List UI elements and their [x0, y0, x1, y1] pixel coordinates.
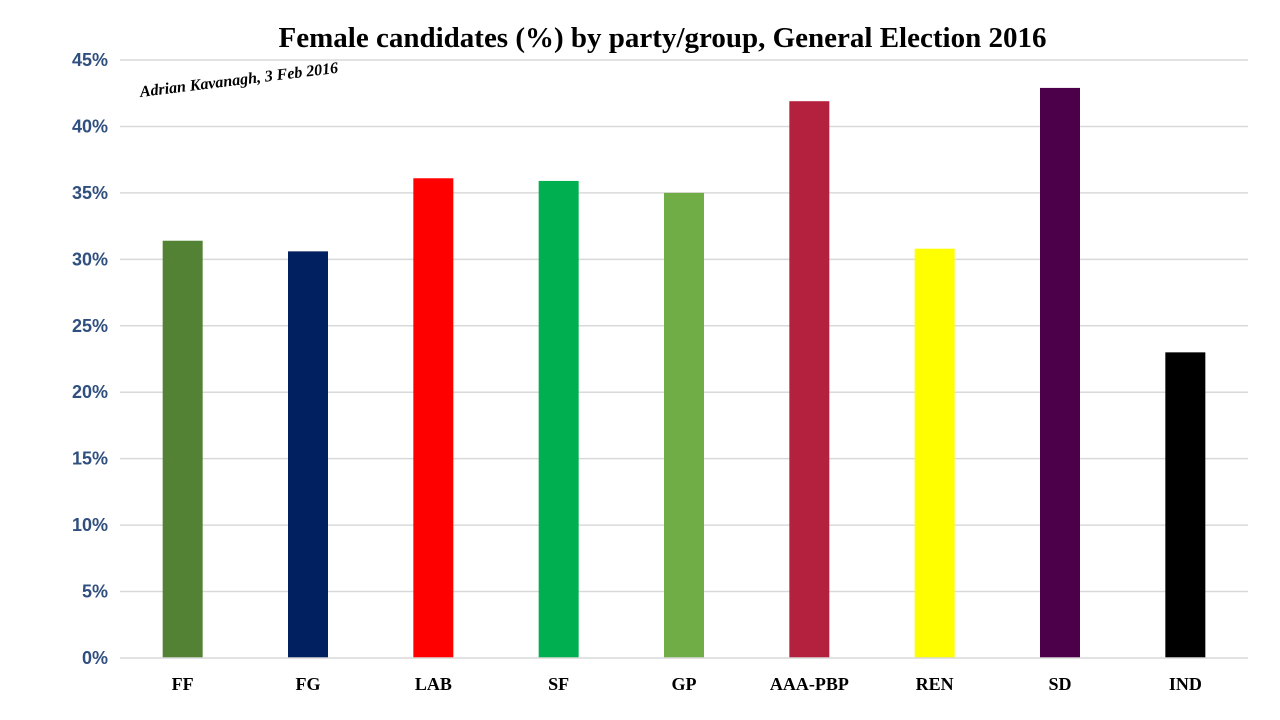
- bar-ind: [1165, 352, 1206, 658]
- x-tick-label: FG: [296, 674, 321, 694]
- bar-gp: [664, 192, 704, 658]
- y-axis-ticks: 0% 5% 10% 15% 20% 25% 30% 35% 40% 45%: [72, 50, 108, 668]
- x-tick-label: AAA-PBP: [770, 674, 849, 694]
- bar-ff: [162, 240, 203, 658]
- x-tick-label: IND: [1169, 674, 1202, 694]
- y-tick-label: 0%: [82, 648, 108, 668]
- y-tick-label: 20%: [72, 382, 108, 402]
- x-axis-ticks: FF FG LAB SF GP AAA-PBP REN SD IND: [172, 674, 1202, 694]
- y-tick-label: 25%: [72, 316, 108, 336]
- y-tick-label: 35%: [72, 183, 108, 203]
- x-tick-label: LAB: [415, 674, 452, 694]
- x-tick-label: GP: [672, 674, 697, 694]
- x-tick-label: SD: [1048, 674, 1071, 694]
- y-tick-label: 30%: [72, 249, 108, 269]
- y-tick-label: 15%: [72, 449, 108, 469]
- bar-fg: [288, 251, 328, 659]
- bar-aaa-pbp: [789, 101, 830, 658]
- x-tick-label: FF: [172, 674, 194, 694]
- y-tick-label: 10%: [72, 515, 108, 535]
- x-tick-label: REN: [916, 674, 954, 694]
- y-tick-label: 5%: [82, 582, 108, 602]
- bar-lab: [413, 178, 454, 658]
- bar-sf: [538, 180, 579, 658]
- bar-sd: [1040, 87, 1080, 658]
- bars: [162, 87, 1206, 659]
- bar-ren: [914, 248, 955, 659]
- y-tick-label: 40%: [72, 116, 108, 136]
- y-tick-label: 45%: [72, 50, 108, 70]
- x-tick-label: SF: [548, 674, 569, 694]
- chart-title: Female candidates (%) by party/group, Ge…: [278, 22, 1047, 54]
